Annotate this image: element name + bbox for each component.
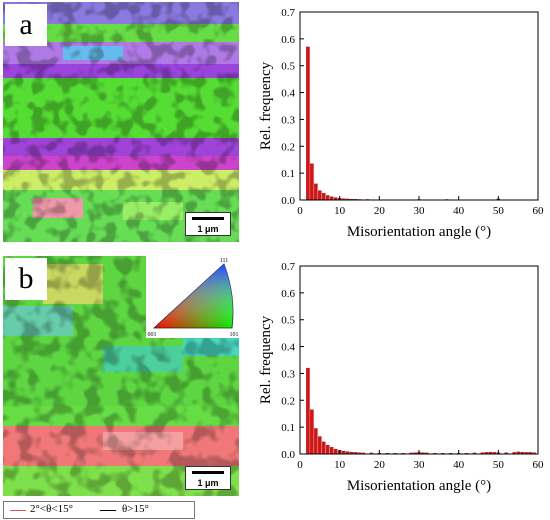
- histogram-b-y-tick-label: 0.3: [281, 368, 295, 380]
- histogram-a-bar: [322, 193, 326, 201]
- high-angle-boundary-swatch: [100, 510, 116, 511]
- histogram-a-x-tick-label: 0: [297, 205, 303, 217]
- ipf-label-111: 111: [220, 258, 229, 264]
- low-angle-boundary-swatch: [10, 510, 26, 511]
- histogram-b-y-axis-label: Rel. frequency: [258, 315, 274, 404]
- histogram-a-bar: [310, 163, 314, 201]
- histogram-b-y-tick-label: 0.1: [281, 422, 295, 434]
- histogram-b-x-tick-label: 50: [493, 459, 505, 471]
- histogram-b-y-tick-label: 0.4: [281, 342, 295, 354]
- histogram-b-x-axis-label: Misorientation angle (°): [347, 478, 491, 494]
- histogram-a-bar: [326, 195, 330, 201]
- histogram-a-x-tick-label: 10: [334, 205, 346, 217]
- histogram-a-x-tick-label: 40: [453, 205, 465, 217]
- ipf-color-key: 111 001 101: [146, 256, 239, 338]
- histogram-a-y-tick-label: 0.2: [281, 141, 295, 153]
- histogram-b-x-tick-label: 20: [374, 459, 386, 471]
- high-angle-boundary-label: θ>15°: [122, 503, 149, 515]
- histogram-a-x-tick-label: 60: [533, 205, 545, 217]
- histogram-b-bar: [326, 444, 330, 455]
- panel-label-a: a: [5, 4, 47, 46]
- ebsd-map-b: b 1 μm 111 001 101: [3, 256, 239, 496]
- histogram-a-y-tick-label: 0.1: [281, 168, 295, 180]
- histogram-b-y-tick-label: 0.7: [281, 261, 295, 273]
- histogram-b-x-tick-label: 40: [453, 459, 465, 471]
- histogram-b-y-tick-label: 0.2: [281, 395, 295, 407]
- histogram-a-bar: [314, 183, 318, 201]
- histogram-b-x-tick-label: 60: [533, 459, 545, 471]
- histogram-a-x-tick-label: 30: [414, 205, 426, 217]
- panel-label-b: b: [5, 258, 47, 300]
- orientation-map-a-image: [3, 2, 239, 242]
- histogram-a-x-axis-label: Misorientation angle (°): [347, 224, 491, 240]
- histogram-a-y-axis-label: Rel. frequency: [258, 61, 274, 150]
- histogram-b-y-tick-label: 0.6: [281, 288, 295, 300]
- scale-bar-a: 1 μm: [185, 212, 231, 236]
- scale-bar-b-label: 1 μm: [197, 478, 219, 488]
- ipf-label-001: 001: [148, 332, 157, 338]
- histogram-b-bar: [322, 441, 326, 455]
- scale-bar-b: 1 μm: [185, 466, 231, 490]
- ebsd-map-a: a 1 μm: [3, 2, 239, 242]
- ipf-label-101: 101: [230, 332, 239, 338]
- low-angle-boundary-label: 2°<θ<15°: [30, 503, 73, 515]
- histogram-a-bar: [306, 46, 310, 201]
- histogram-b-bar: [310, 409, 314, 455]
- histogram-a-bar: [318, 190, 322, 201]
- histogram-b-frame: [299, 265, 539, 455]
- histogram-b-bar: [333, 449, 338, 455]
- histogram-a-y-tick-label: 0.5: [281, 61, 295, 73]
- histogram-b-bar: [318, 436, 322, 455]
- histogram-a-y-tick-label: 0.3: [281, 114, 295, 126]
- histogram-a-y-tick-label: 0.7: [281, 7, 295, 19]
- histogram-b-bar: [306, 367, 310, 455]
- scale-bar-a-label: 1 μm: [197, 224, 219, 234]
- histogram-a-y-tick-label: 0.4: [281, 88, 295, 100]
- histogram-b-y-tick-label: 0.5: [281, 315, 295, 327]
- histogram-b: 0 10 20 30 40 50 60 0.0 0.1 0.2 0.3 0.4 0.5 0.6 0.7 Mis…: [258, 261, 545, 494]
- histogram-b-bar: [329, 447, 334, 455]
- histogram-b-bar: [314, 428, 318, 455]
- histogram-a-y-tick-label: 0.6: [281, 34, 295, 46]
- histogram-b-x-tick-label: 30: [414, 459, 426, 471]
- histogram-a-frame: [299, 11, 539, 201]
- boundary-legend: 2°<θ<15° θ>15°: [3, 501, 195, 519]
- histogram-a: 0 10 20 30 40 50 60 0.0 0.1 0.2 0.3 0.4 0.5 0.6 0.7 Mis…: [258, 7, 545, 240]
- histogram-a-x-tick-label: 20: [374, 205, 386, 217]
- histogram-b-x-tick-label: 0: [297, 459, 303, 471]
- histogram-b-x-tick-label: 10: [334, 459, 346, 471]
- histogram-a-x-tick-label: 50: [493, 205, 505, 217]
- histogram-a-y-tick-label: 0.0: [281, 195, 295, 207]
- histogram-b-y-tick-label: 0.0: [281, 449, 295, 461]
